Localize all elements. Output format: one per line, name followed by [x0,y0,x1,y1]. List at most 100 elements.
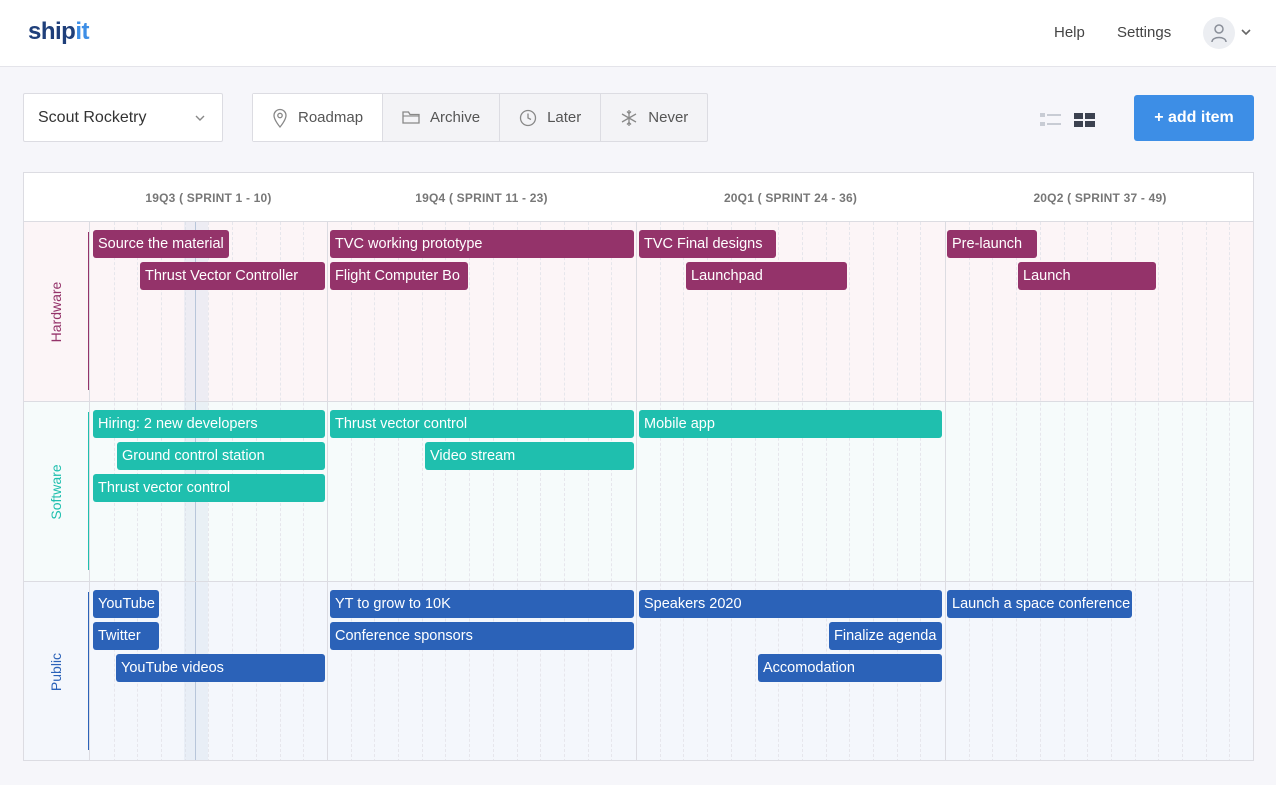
roadmap-item[interactable]: YT to grow to 10K [330,590,634,618]
sprint-gridline [351,222,352,760]
tab-archive-label: Archive [430,109,481,126]
sprint-gridline [445,222,446,760]
roadmap-item[interactable]: Thrust Vector Controller [140,262,325,290]
snowflake-icon [621,109,637,126]
quarter-divider [636,222,637,760]
sprint-gridline [849,222,850,760]
sprint-gridline [778,222,779,760]
lane-label-hardware: Hardware [48,281,64,343]
sprint-gridline [1182,222,1183,760]
roadmap-item[interactable]: Launch a space conference [947,590,1132,618]
quarter-header: 19Q3 ( SPRINT 1 - 10) [145,190,272,205]
sprint-gridline [969,222,970,760]
sprint-gridline [1040,222,1041,760]
roadmap-item[interactable]: Thrust vector control [330,410,634,438]
avatar[interactable] [1203,17,1235,49]
sprint-gridline [469,222,470,760]
roadmap-item[interactable]: Launch [1018,262,1156,290]
lane-divider [24,401,1253,402]
roadmap-item[interactable]: Source the material [93,230,229,258]
tab-roadmap-label: Roadmap [298,109,364,126]
roadmap-item[interactable]: TVC Final designs [639,230,776,258]
roadmap-item[interactable]: Pre-launch [947,230,1037,258]
sprint-gridline [1111,222,1112,760]
sprint-gridline [1064,222,1065,760]
logo-part-1: ship [28,18,76,45]
sprint-gridline [920,222,921,760]
quarter-header: 19Q4 ( SPRINT 11 - 23) [415,190,548,205]
add-item-button[interactable]: + add item [1134,95,1254,141]
sprint-gridline [1135,222,1136,760]
tab-later-label: Later [547,109,582,126]
roadmap-item[interactable]: Flight Computer Bo [330,262,468,290]
sprint-gridline [755,222,756,760]
sprint-gridline [1016,222,1017,760]
chevron-down-icon[interactable] [1240,26,1252,38]
list-view-icon[interactable] [1040,112,1061,128]
quarter-header: 20Q1 ( SPRINT 24 - 36) [723,190,858,205]
quarter-divider [327,222,328,760]
sprint-gridline [897,222,898,760]
roadmap-item[interactable]: YouTube videos [116,654,325,682]
view-tabs: Roadmap Archive Later Never [252,93,709,142]
sprint-gridline [1087,222,1088,760]
roadmap-item[interactable]: Ground control station [117,442,325,470]
roadmap-item[interactable]: Accomodation [758,654,942,682]
header-divider [24,221,1253,222]
lane-label-cell: Public [24,582,90,760]
roadmap-item[interactable]: YouTube [93,590,159,618]
map-pin-icon [273,108,287,128]
roadmap-item[interactable]: Finalize agenda [829,622,942,650]
sprint-gridline [1229,222,1230,760]
tab-archive[interactable]: Archive [383,94,501,141]
lane-label-public: Public [48,652,64,692]
help-link[interactable]: Help [1054,24,1085,41]
tab-never-label: Never [648,109,689,126]
sprint-gridline [660,222,661,760]
chevron-down-icon [195,115,205,121]
sprint-gridline [374,222,375,760]
sprint-gridline [564,222,565,760]
roadmap-item[interactable]: Launchpad [686,262,847,290]
roadmap-item[interactable]: TVC working prototype [330,230,634,258]
sprint-gridline [398,222,399,760]
settings-link[interactable]: Settings [1117,24,1172,41]
sprint-gridline [588,222,589,760]
app-logo[interactable]: shipit [28,18,90,46]
roadmap-item[interactable]: Hiring: 2 new developers [93,410,325,438]
sprint-gridline [1206,222,1207,760]
user-icon [1211,24,1227,43]
sprint-gridline [517,222,518,760]
roadmap-item[interactable]: Conference sponsors [330,622,634,650]
lane-label-software: Software [48,464,64,520]
roadmap-item[interactable]: Video stream [425,442,634,470]
grid-view-icon[interactable] [1074,112,1095,128]
sprint-gridline [731,222,732,760]
roadmap-item[interactable]: Thrust vector control [93,474,325,502]
tab-roadmap[interactable]: Roadmap [253,94,384,141]
lane-label-divider [89,222,90,760]
sprint-gridline [707,222,708,760]
quarter-header: 20Q2 ( SPRINT 37 - 49) [1033,190,1167,205]
sprint-gridline [873,222,874,760]
sprint-gridline [992,222,993,760]
sprint-gridline [826,222,827,760]
project-select-value: Scout Rocketry [38,108,147,126]
sprint-gridline [1158,222,1159,760]
project-select[interactable]: Scout Rocketry [23,93,223,142]
sprint-gridline [493,222,494,760]
lane-label-cell: Software [24,402,90,582]
top-bar: shipit Help Settings [0,0,1276,67]
clock-icon [519,109,537,126]
roadmap-board: 19Q3 ( SPRINT 1 - 10) 19Q4 ( SPRINT 11 -… [23,172,1254,761]
sprint-gridline [611,222,612,760]
tab-never[interactable]: Never [601,94,707,141]
roadmap-item[interactable]: Twitter [93,622,159,650]
roadmap-item[interactable]: Speakers 2020 [639,590,942,618]
lane-divider [24,581,1253,582]
roadmap-item[interactable]: Mobile app [639,410,942,438]
sprint-gridline [422,222,423,760]
sprint-gridline [540,222,541,760]
folder-icon [402,111,420,124]
tab-later[interactable]: Later [500,94,602,141]
